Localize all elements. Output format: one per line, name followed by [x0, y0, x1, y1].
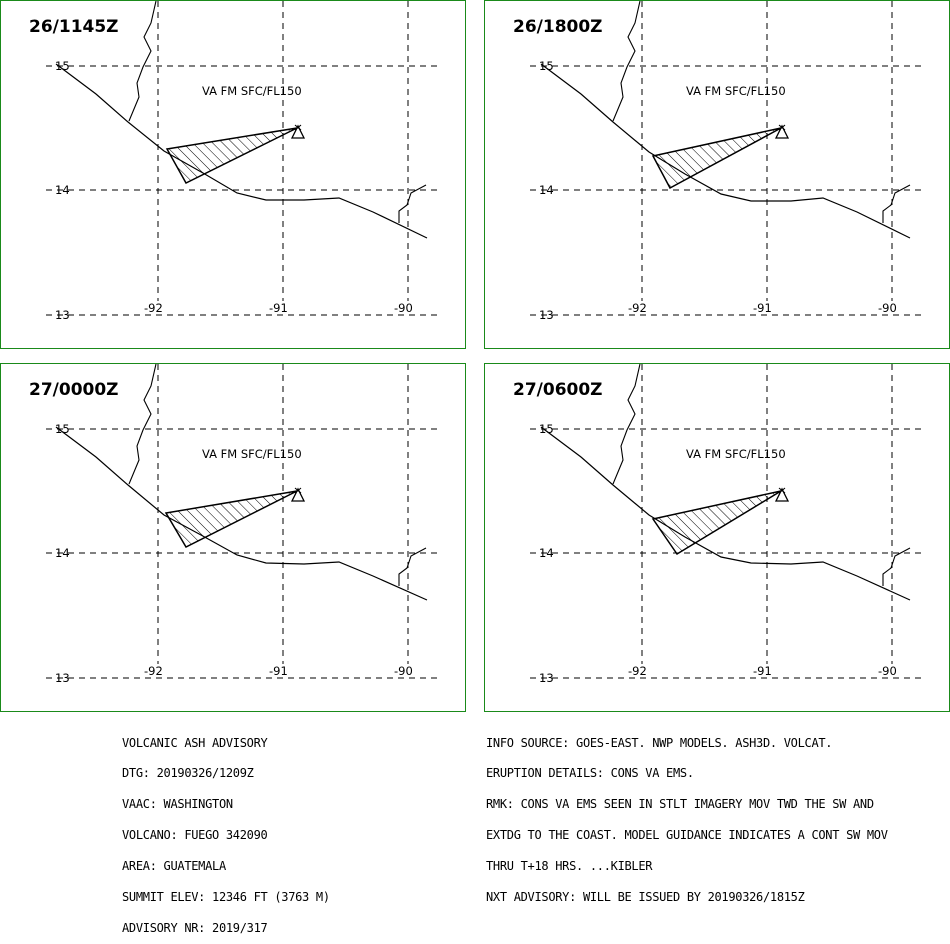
lat-label-14: 14	[55, 546, 70, 560]
coastline	[55, 426, 428, 601]
advisory-line: VOLCANO: FUEGO 342090	[122, 828, 268, 843]
ash-cloud-polygon	[164, 490, 298, 548]
triangle-volcano-icon	[290, 124, 306, 139]
ash-level-label: VA FM SFC/FL150	[686, 447, 786, 461]
map-panel-4: 27/0600Z VA FM SFC/FL150 15 14 13 -92 -9…	[484, 363, 950, 712]
eruption-mark	[778, 124, 786, 131]
lon-label-90: -90	[878, 301, 897, 315]
lat-label-14: 14	[539, 183, 554, 197]
triangle-volcano-icon	[290, 487, 306, 502]
lon-label-91: -91	[753, 301, 772, 315]
eruption-mark	[778, 487, 786, 494]
ash-cloud-polygon	[165, 127, 298, 184]
ash-cloud-polygon	[651, 127, 782, 190]
lat-label-15: 15	[539, 59, 554, 73]
map-panel-2: 26/1800Z VA FM SFC/FL150 15 14 13 -92 -9…	[484, 0, 950, 349]
advisory-line: DTG: 20190326/1209Z	[122, 766, 254, 781]
border-line	[612, 1, 641, 122]
border-line	[882, 547, 911, 586]
border-line	[398, 184, 427, 223]
advisory-line: EXTDG TO THE COAST. MODEL GUIDANCE INDIC…	[486, 828, 888, 843]
lat-label-13: 13	[55, 308, 70, 322]
lat-label-13: 13	[539, 671, 554, 685]
lon-label-90: -90	[394, 664, 413, 678]
eruption-mark	[294, 487, 302, 494]
advisory-line: RMK: CONS VA EMS SEEN IN STLT IMAGERY MO…	[486, 797, 874, 812]
border-line	[128, 364, 157, 485]
map-canvas	[530, 1, 925, 316]
coastline	[540, 426, 911, 601]
triangle-volcano-icon	[774, 124, 790, 139]
lat-label-13: 13	[539, 308, 554, 322]
advisory-line: AREA: GUATEMALA	[122, 859, 226, 874]
lat-label-15: 15	[55, 422, 70, 436]
lon-label-90: -90	[878, 664, 897, 678]
advisory-line: VOLCANIC ASH ADVISORY	[122, 735, 268, 750]
lon-label-90: -90	[394, 301, 413, 315]
lon-label-92: -92	[144, 664, 163, 678]
border-line	[398, 547, 427, 586]
lon-label-91: -91	[269, 301, 288, 315]
map-canvas	[46, 1, 441, 316]
map-panel-3: 27/0000Z VA FM SFC/FL150 15 14 13 -92 -9…	[0, 363, 466, 712]
forecast-time: 26/1145Z	[29, 17, 119, 37]
coastline	[55, 63, 428, 239]
lon-label-92: -92	[628, 664, 647, 678]
triangle-volcano-icon	[774, 487, 790, 502]
forecast-time: 26/1800Z	[513, 17, 603, 37]
ash-level-label: VA FM SFC/FL150	[686, 84, 786, 98]
border-line	[128, 1, 157, 122]
advisory-line: SUMMIT ELEV: 12346 FT (3763 M)	[122, 890, 330, 905]
ash-level-label: VA FM SFC/FL150	[202, 447, 302, 461]
advisory-line: ERUPTION DETAILS: CONS VA EMS.	[486, 766, 694, 781]
advisory-header-text: VOLCANIC ASH ADVISORY DTG: 20190326/1209…	[122, 717, 330, 944]
advisory-line: INFO SOURCE: GOES-EAST. NWP MODELS. ASH3…	[486, 735, 833, 750]
lon-label-92: -92	[628, 301, 647, 315]
advisory-line: ADVISORY NR: 2019/317	[122, 920, 268, 935]
map-panel-1: 26/1145Z VA FM SFC/FL150 15 14 13 -92 -9…	[0, 0, 466, 349]
map-canvas	[46, 364, 441, 679]
lat-label-15: 15	[55, 59, 70, 73]
forecast-time: 27/0000Z	[29, 380, 119, 400]
ash-cloud-polygon	[651, 490, 782, 556]
coastline	[540, 63, 911, 239]
lat-label-14: 14	[55, 183, 70, 197]
lat-label-14: 14	[539, 546, 554, 560]
lat-label-13: 13	[55, 671, 70, 685]
border-line	[882, 184, 911, 223]
map-canvas	[530, 364, 925, 679]
forecast-time: 27/0600Z	[513, 380, 603, 400]
lon-label-91: -91	[753, 664, 772, 678]
lon-label-91: -91	[269, 664, 288, 678]
advisory-line: NXT ADVISORY: WILL BE ISSUED BY 20190326…	[486, 890, 805, 905]
ash-level-label: VA FM SFC/FL150	[202, 84, 302, 98]
lat-label-15: 15	[539, 422, 554, 436]
advisory-details-text: INFO SOURCE: GOES-EAST. NWP MODELS. ASH3…	[486, 717, 888, 913]
eruption-mark	[294, 124, 302, 131]
lon-label-92: -92	[144, 301, 163, 315]
advisory-line: VAAC: WASHINGTON	[122, 797, 233, 812]
advisory-line: THRU T+18 HRS. ...KIBLER	[486, 859, 653, 874]
border-line	[612, 364, 641, 485]
